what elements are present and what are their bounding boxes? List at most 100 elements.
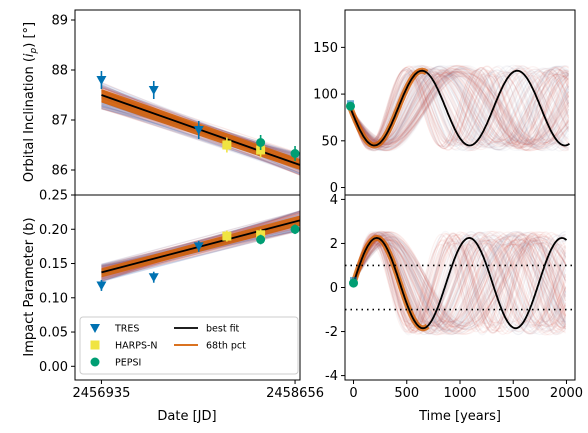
sample-curve (352, 243, 567, 323)
sample-curve (349, 69, 570, 147)
legend-label: best fit (206, 324, 240, 335)
posterior-line (101, 105, 300, 172)
sample-curve (349, 73, 570, 143)
sample-curve (349, 65, 570, 151)
sample-curve (352, 238, 567, 328)
sample-curve (349, 71, 569, 145)
sample-curve (349, 72, 570, 144)
sample-curve (349, 65, 570, 152)
posterior-line (101, 230, 300, 280)
sample-curve (352, 242, 567, 324)
sample-curve (350, 75, 570, 142)
sample-curve (349, 72, 569, 144)
sample-curve (352, 230, 567, 336)
sample-curve (352, 231, 566, 335)
sample-curve (352, 242, 567, 324)
sample-curve (349, 74, 570, 142)
sample-curve (349, 70, 570, 146)
sample-curve (352, 233, 567, 333)
posterior-line (101, 107, 300, 173)
sample-curve (352, 242, 567, 325)
sample-curve (352, 239, 567, 327)
sample-curve (349, 71, 570, 145)
sample-curve (352, 236, 567, 330)
sample-curve (352, 238, 566, 328)
sample-curve (349, 68, 570, 148)
sample-curve (349, 70, 570, 146)
sample-curve (349, 70, 570, 146)
sample-curve (349, 72, 569, 145)
sample-curve (352, 232, 567, 334)
posterior-line (101, 229, 300, 280)
sample-curve (349, 72, 569, 144)
posterior-line (101, 106, 300, 174)
inclination-panel: 86 87 88 89 (51, 9, 301, 196)
sample-curve (352, 236, 566, 330)
sample-curve (352, 240, 567, 327)
sample-curve (349, 72, 570, 144)
sample-curve (349, 69, 569, 147)
legend-swatch (90, 340, 100, 350)
sample-curve (349, 65, 569, 151)
sample-curve (352, 238, 567, 329)
sample-curve (352, 242, 566, 324)
sample-curve (349, 65, 570, 151)
sample-curve (352, 243, 567, 323)
y-tick-label: 0.05 (39, 326, 68, 341)
posterior-line (101, 210, 300, 266)
sample-curve (350, 72, 570, 144)
posterior-line (101, 228, 300, 278)
sample-curve (352, 238, 567, 328)
sample-curve (352, 236, 567, 330)
sample-curve (349, 69, 570, 147)
axes-frame (74, 194, 301, 381)
posterior-line (101, 213, 300, 268)
sample-curve (349, 73, 569, 144)
sample-curve (352, 234, 567, 333)
sample-curve (349, 75, 570, 141)
sample-curve (352, 233, 567, 333)
sample-curve (349, 73, 570, 143)
sample-curve (350, 73, 570, 143)
sample-curve (352, 232, 567, 334)
x-axis-label-date: Date [JD] (157, 409, 216, 424)
sample-curve (349, 68, 570, 148)
sample-curve (352, 234, 567, 332)
y-tick-label: 0.10 (39, 291, 68, 306)
sample-curve (352, 241, 567, 325)
sample-curve (352, 235, 567, 332)
sample-curve (352, 235, 567, 331)
sample-curve (349, 68, 570, 149)
sample-curve (349, 66, 570, 151)
posterior-line (101, 211, 300, 269)
observed-point (349, 278, 359, 288)
sample-curve (349, 71, 570, 146)
sample-curve (352, 235, 567, 331)
data-point-pepsi (290, 224, 300, 234)
sample-curve (352, 243, 567, 323)
sample-curve (352, 231, 567, 335)
sample-curve (352, 231, 567, 335)
sample-curve (349, 68, 570, 148)
posterior-line (101, 224, 300, 282)
posterior-line (101, 227, 300, 281)
sample-curve (349, 69, 570, 148)
sample-curve (352, 233, 567, 333)
sample-curve (349, 68, 570, 148)
posterior-line (101, 215, 300, 266)
data-point-tres (96, 281, 107, 291)
sample-curve (352, 239, 567, 328)
sample-curve (349, 71, 569, 146)
y-axis-label-impact: Impact Parameter (b) (22, 217, 37, 356)
sample-curve (352, 233, 567, 334)
y-tick-label: 87 (51, 114, 68, 129)
sample-curve (349, 72, 570, 144)
sample-curve (352, 238, 566, 328)
sample-curve (352, 233, 567, 333)
sample-curve (349, 70, 570, 146)
sample-curve (352, 238, 567, 328)
sample-curve (352, 234, 567, 332)
sample-curve (349, 65, 570, 152)
x-tick-label: 1500 (497, 386, 530, 401)
